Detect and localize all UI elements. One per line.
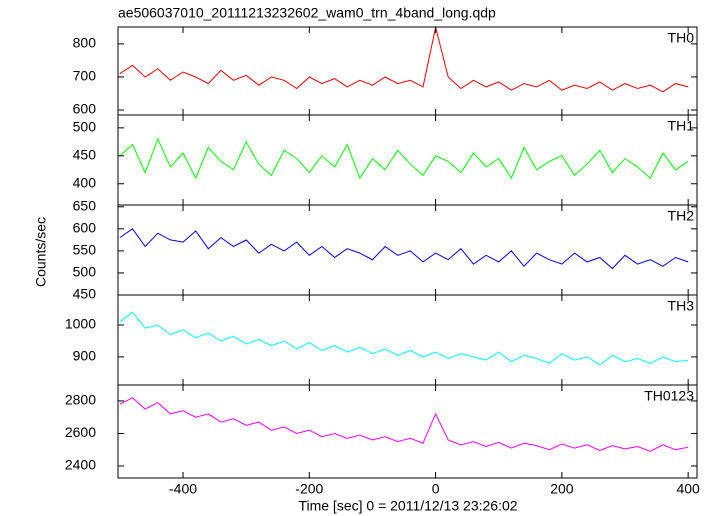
y-tick-label: 450 (73, 147, 97, 163)
series-line (119, 27, 689, 93)
panel-frame (117, 294, 698, 386)
panel-label: TH1 (668, 118, 695, 134)
y-tick-label: 650 (73, 197, 97, 213)
y-tick-label: 450 (73, 286, 97, 302)
y-tick-label: 500 (73, 264, 97, 280)
x-tick-label: 400 (676, 481, 700, 497)
y-tick-label: 600 (73, 101, 97, 117)
panel-label: TH2 (668, 208, 695, 224)
panel-frame (117, 384, 698, 479)
x-tick-label: 200 (550, 481, 574, 497)
series-line (119, 137, 689, 180)
chart-title: ae506037010_20111213232602_wam0_trn_4ban… (118, 5, 496, 21)
y-tick-label: 2600 (65, 424, 96, 440)
panel-frame (117, 204, 698, 296)
y-tick-label: 900 (73, 348, 97, 364)
panel-frame (117, 26, 698, 116)
panel-frame (117, 114, 698, 206)
y-tick-label: 2400 (65, 457, 96, 473)
panel-label: TH3 (668, 298, 695, 314)
x-tick-label: 0 (432, 481, 440, 497)
x-axis-label: Time [sec] 0 = 2011/12/13 23:26:02 (298, 498, 517, 514)
panel-label: TH0123 (644, 388, 694, 404)
y-tick-label: 2800 (65, 392, 96, 408)
y-axis-label: Counts/sec (33, 217, 49, 287)
y-tick-label: 1000 (65, 316, 96, 332)
x-tick-label: -400 (169, 481, 197, 497)
y-tick-label: 500 (73, 119, 97, 135)
y-tick-label: 700 (73, 68, 97, 84)
series-line (119, 311, 689, 366)
y-tick-label: 800 (73, 35, 97, 51)
series-line (119, 397, 689, 452)
x-tick-label: -200 (295, 481, 323, 497)
panel-label: TH0 (668, 30, 695, 46)
y-tick-label: 600 (73, 220, 97, 236)
y-tick-label: 550 (73, 242, 97, 258)
y-tick-label: 400 (73, 174, 97, 190)
series-line (119, 228, 689, 270)
